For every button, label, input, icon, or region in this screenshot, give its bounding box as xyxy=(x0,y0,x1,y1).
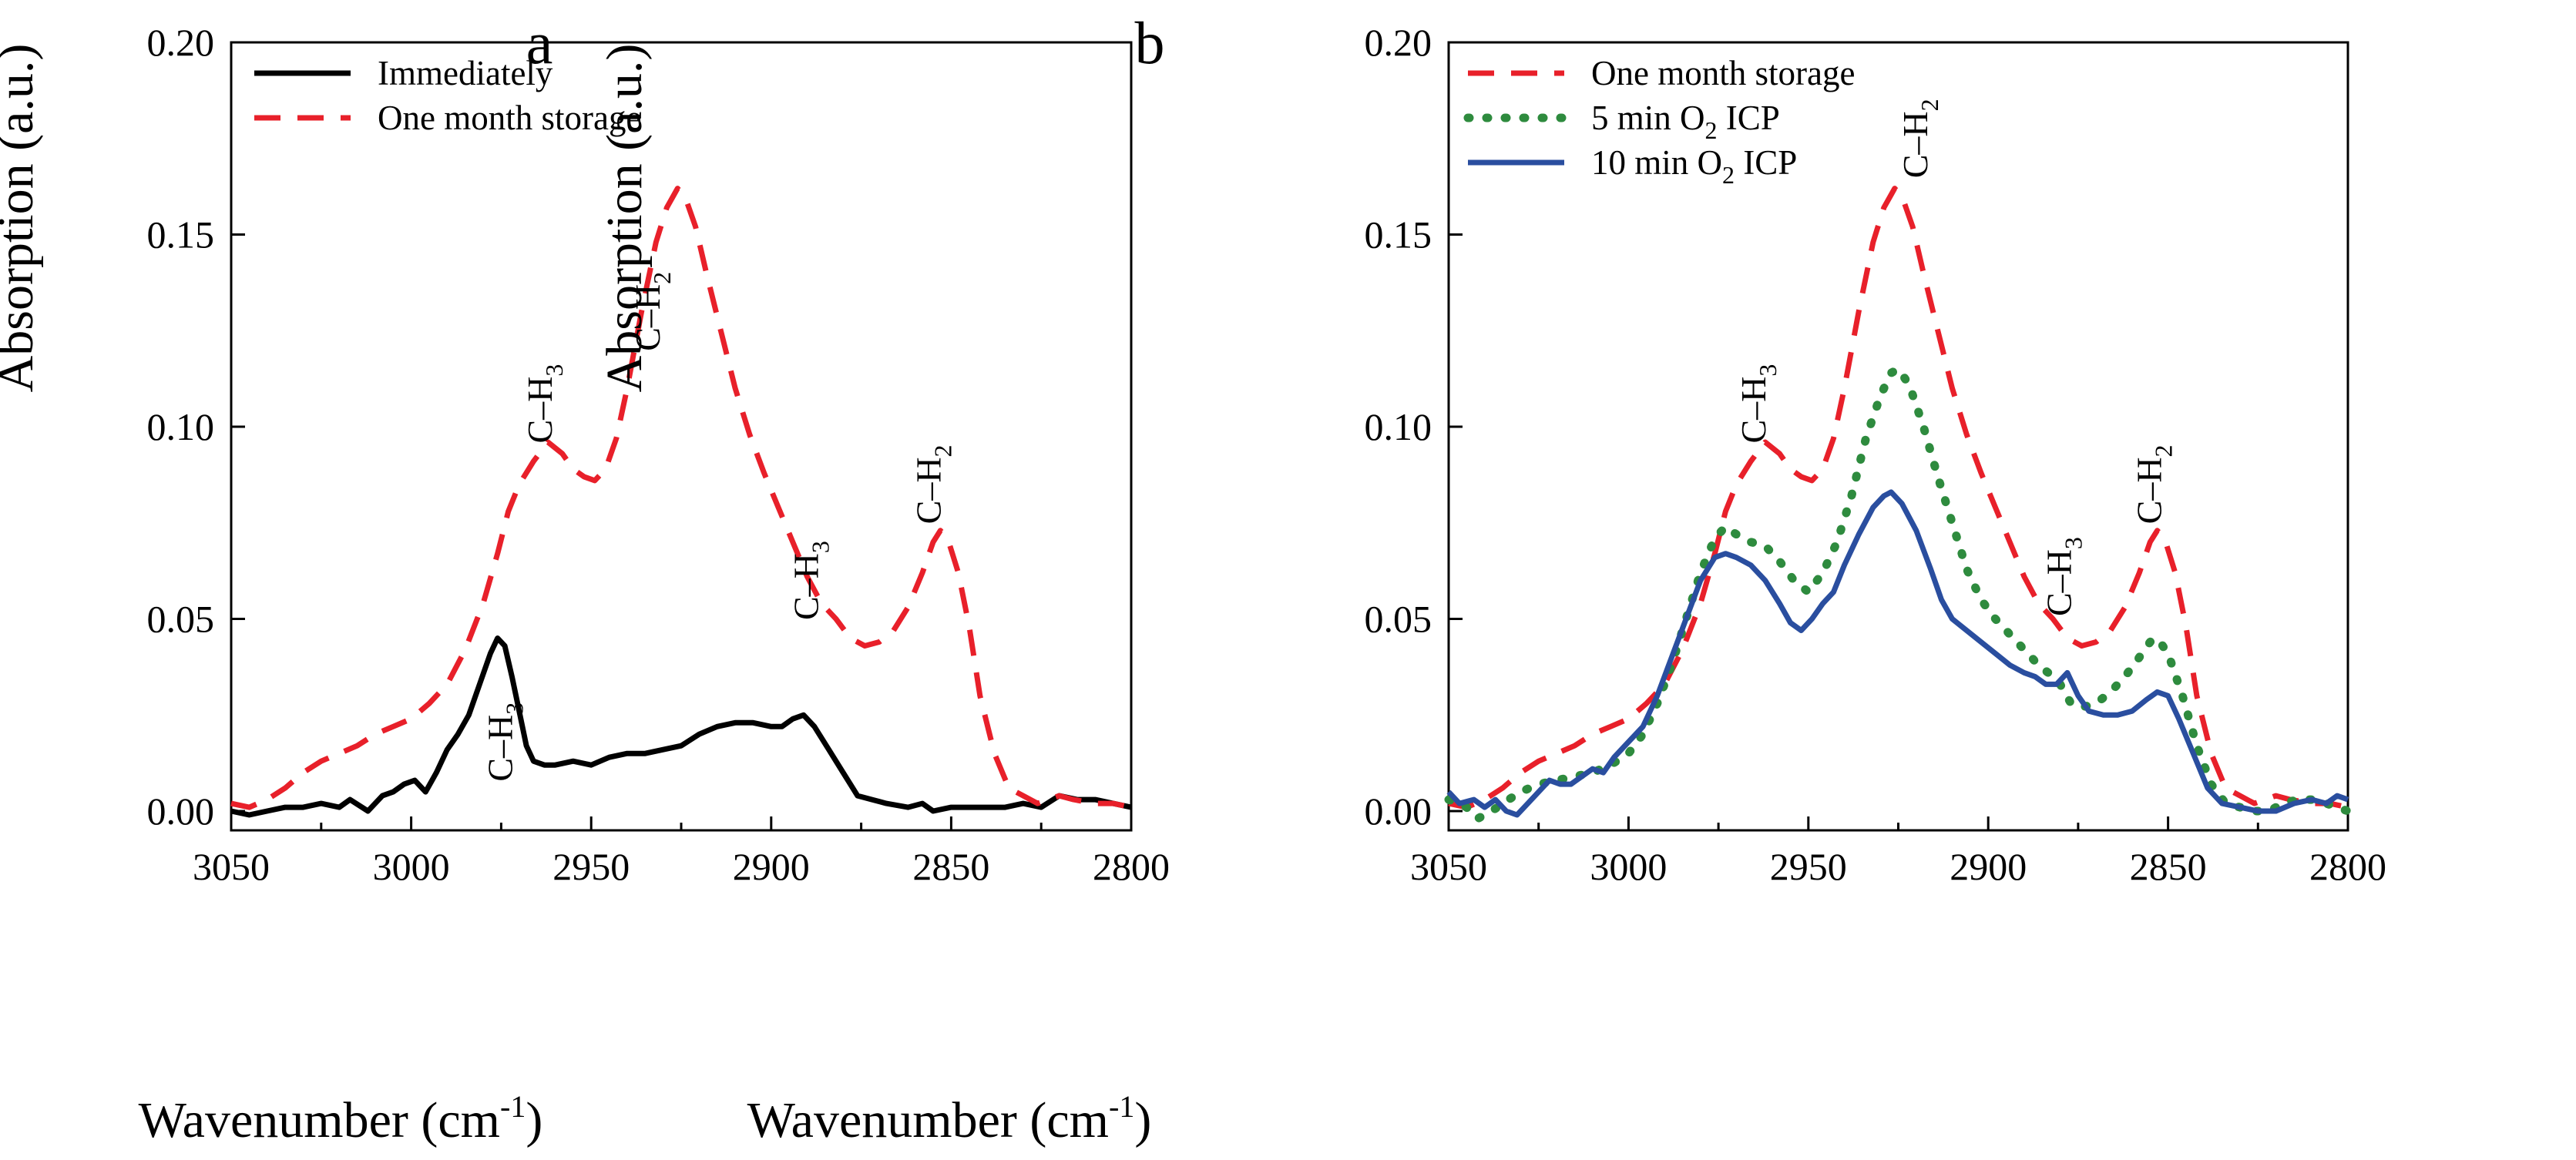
peak-label: C–H3 xyxy=(2040,537,2087,616)
y-tick-label: 0.10 xyxy=(1365,405,1432,448)
panel-b: 0.00 0.05 0.10 0.15 0.20 3050 3000 2950 2900 285… xyxy=(596,9,2386,1148)
peak-label: C–H2 xyxy=(2129,444,2177,524)
legend-label-immediately: Immediately xyxy=(378,54,553,92)
legend-label-10-min-o2-icp: 10 min O2 ICP xyxy=(1591,143,1797,189)
x-tick-label: 2900 xyxy=(1950,845,2027,888)
peak-label: C–H2 xyxy=(1896,99,1943,178)
panel-b-x-axis: 3050 3000 2950 2900 2850 2800 xyxy=(1410,816,2386,888)
panel-a-legend: Immediately One month storage xyxy=(254,54,641,137)
panel-a-annotations: C–H3 C–H3 C–H2 C–H3 C–H2 xyxy=(480,272,956,782)
y-tick-label: 0.05 xyxy=(1365,598,1432,641)
panel-b-x-label: Wavenumber (cm-1) xyxy=(747,1089,1152,1148)
x-tick-label: 2950 xyxy=(552,845,630,888)
panel-b-letter: b xyxy=(1135,9,1165,76)
x-tick-label: 2850 xyxy=(2130,845,2207,888)
peak-label: C–H3 xyxy=(787,541,835,620)
panel-a-series xyxy=(230,186,1132,818)
series-line-10-min-o2-icp xyxy=(1446,489,2349,818)
panel-a-x-axis: 3050 3000 2950 2900 2850 2800 xyxy=(193,816,1170,888)
x-tick-label: 2800 xyxy=(1093,845,1170,888)
panel-b-series xyxy=(1444,186,2353,823)
legend-label-one-month-storage: One month storage xyxy=(378,99,641,137)
series-line-one-month-storage xyxy=(1448,186,2349,810)
panel-b-annotations: C–H3 C–H2 C–H3 C–H2 xyxy=(1734,99,2178,616)
panel-a-x-label: Wavenumber (cm-1) xyxy=(139,1089,543,1148)
series-line-one-month-storage xyxy=(230,186,1132,810)
panel-a: 0.00 0.05 0.10 0.15 0.20 3050 3000 2950 2900 285… xyxy=(0,9,1170,1148)
y-tick-label: 0.20 xyxy=(147,21,215,64)
series-line-5-min-o2-icp xyxy=(1444,364,2353,823)
y-tick-label: 0.15 xyxy=(147,213,215,256)
y-tick-label: 0.05 xyxy=(147,598,215,641)
peak-label: C–H3 xyxy=(480,702,528,782)
x-tick-label: 3050 xyxy=(1410,845,1487,888)
x-tick-label: 3000 xyxy=(1590,845,1667,888)
y-tick-label: 0.20 xyxy=(1365,21,1432,64)
x-tick-label: 3000 xyxy=(373,845,450,888)
legend-label-5-min-o2-icp: 5 min O2 ICP xyxy=(1591,99,1780,144)
x-tick-label: 2900 xyxy=(733,845,810,888)
panel-a-y-axis: 0.00 0.05 0.10 0.15 0.20 xyxy=(147,21,245,833)
legend-label-one-month-storage: One month storage xyxy=(1591,54,1855,92)
x-tick-label: 2800 xyxy=(2309,845,2386,888)
x-tick-label: 2850 xyxy=(912,845,989,888)
panel-b-y-label: Absorption (a.u.) xyxy=(596,44,653,393)
series-line-immediately xyxy=(230,635,1132,818)
peak-label: C–H3 xyxy=(1734,364,1782,444)
peak-label: C–H2 xyxy=(908,444,956,524)
x-tick-label: 2950 xyxy=(1770,845,1847,888)
y-tick-label: 0.00 xyxy=(147,790,215,833)
panel-b-y-axis: 0.00 0.05 0.10 0.15 0.20 xyxy=(1365,21,1463,833)
panel-a-frame xyxy=(230,41,1133,832)
peak-label: C–H3 xyxy=(520,364,568,444)
y-tick-label: 0.15 xyxy=(1365,213,1432,256)
peak-label: C–H2 xyxy=(628,272,676,351)
panel-a-letter: a xyxy=(526,9,553,76)
x-tick-label: 3050 xyxy=(193,845,270,888)
panel-a-y-label: Absorption (a.u.) xyxy=(0,44,44,393)
y-tick-label: 0.00 xyxy=(1365,790,1432,833)
y-tick-label: 0.10 xyxy=(147,405,215,448)
